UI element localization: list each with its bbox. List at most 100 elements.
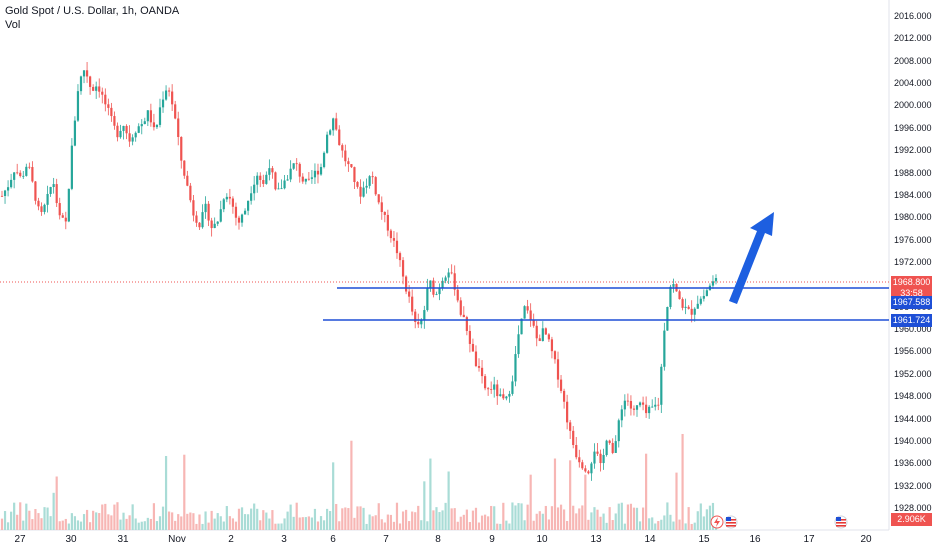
- candle-body: [43, 204, 46, 212]
- candle-body: [219, 209, 222, 222]
- candle-body: [25, 166, 28, 176]
- volume-bar: [219, 516, 222, 530]
- volume-bar: [401, 511, 405, 530]
- time-tick-label: 8: [435, 534, 441, 545]
- forecast-arrow[interactable]: [729, 212, 774, 304]
- volume-bar: [617, 503, 620, 530]
- candle-body: [635, 405, 639, 410]
- volume-bar: [392, 521, 396, 530]
- volume-bar: [49, 516, 52, 530]
- candle-body: [274, 172, 277, 190]
- volume-bar: [459, 516, 462, 530]
- volume-bar: [420, 520, 423, 530]
- candle-body: [377, 194, 380, 203]
- candle-body: [411, 296, 414, 312]
- volume-bar: [192, 513, 195, 530]
- volume-bar: [146, 517, 149, 530]
- volume-bar: [529, 474, 532, 530]
- volume-bar: [702, 516, 705, 530]
- candle-body: [31, 167, 34, 182]
- us-flag-icon[interactable]: [834, 515, 848, 529]
- volume-bar: [693, 522, 696, 530]
- candle-body: [180, 137, 183, 161]
- volume-bar: [411, 511, 414, 530]
- volume-bar: [58, 521, 61, 530]
- volume-bar: [590, 512, 593, 530]
- time-tick-label: Nov: [168, 534, 186, 545]
- volume-bar: [569, 460, 572, 530]
- volume-bar: [641, 507, 645, 530]
- candle-body: [584, 468, 587, 472]
- price-tick-label: 2000.000: [894, 100, 932, 111]
- candle-body: [119, 130, 122, 138]
- candle-body: [401, 260, 405, 277]
- volume-bar: [335, 503, 338, 530]
- candle-body: [499, 394, 502, 397]
- candle-body: [237, 217, 241, 223]
- candle-body: [322, 152, 326, 168]
- volume-bar: [16, 514, 19, 530]
- volume-bar: [620, 502, 623, 530]
- candle-body: [450, 272, 453, 274]
- candle-body: [76, 91, 80, 121]
- candle-body: [177, 118, 180, 138]
- candle-body: [79, 76, 83, 92]
- price-tick-label: 1976.000: [894, 234, 932, 245]
- volume-bar: [201, 523, 204, 530]
- candle-body: [559, 379, 563, 391]
- candle-body: [213, 223, 216, 229]
- volume-bar: [611, 520, 614, 530]
- candle-body: [596, 451, 599, 454]
- volume-bar: [344, 507, 347, 530]
- candle-body: [374, 177, 377, 195]
- volume-bar: [562, 509, 566, 530]
- price-tick-label: 1944.000: [894, 413, 932, 424]
- price-tick-label: 1988.000: [894, 167, 932, 178]
- candle-body: [92, 86, 95, 91]
- volume-bar: [262, 510, 265, 530]
- us-flag-icon[interactable]: [724, 515, 738, 529]
- volume-bar: [675, 472, 678, 530]
- candle-body: [301, 176, 304, 182]
- volume-bar: [240, 507, 244, 530]
- time-tick-label: 2: [228, 534, 234, 545]
- volume-bar: [168, 511, 171, 530]
- candle-body: [556, 359, 560, 380]
- candle-body: [483, 376, 487, 389]
- volume-bar: [365, 523, 368, 530]
- volume-bar: [441, 510, 444, 530]
- volume-bar: [198, 514, 201, 530]
- volume-bar: [483, 514, 487, 530]
- candle-body: [280, 188, 283, 190]
- candle-body: [82, 70, 86, 77]
- volume-bar: [496, 523, 499, 530]
- candle-body: [666, 306, 669, 331]
- volume-bar: [250, 508, 253, 530]
- volume-bar: [566, 521, 569, 530]
- candle-body: [335, 118, 338, 130]
- candle-body: [271, 168, 274, 173]
- volume-bar: [605, 522, 608, 530]
- volume-bar: [177, 514, 180, 530]
- volume-bar: [708, 505, 712, 530]
- candle-body: [0, 195, 4, 197]
- candle-body: [371, 176, 374, 178]
- volume-bar: [116, 502, 119, 530]
- candle-body: [110, 107, 113, 117]
- candle-body: [693, 308, 696, 315]
- flash-event-icon[interactable]: [710, 515, 724, 529]
- volume-bar: [544, 505, 547, 530]
- candle-body: [85, 70, 89, 77]
- volume-bar: [672, 521, 675, 530]
- price-tick-label: 2016.000: [894, 11, 932, 21]
- volume-bar: [186, 513, 189, 530]
- candle-body: [508, 393, 511, 397]
- candle-body: [350, 164, 353, 168]
- volume-bar: [657, 521, 660, 530]
- volume-bar: [104, 503, 107, 530]
- time-tick-label: 6: [330, 534, 336, 545]
- volume-bar: [398, 523, 402, 530]
- candle-body: [128, 133, 131, 142]
